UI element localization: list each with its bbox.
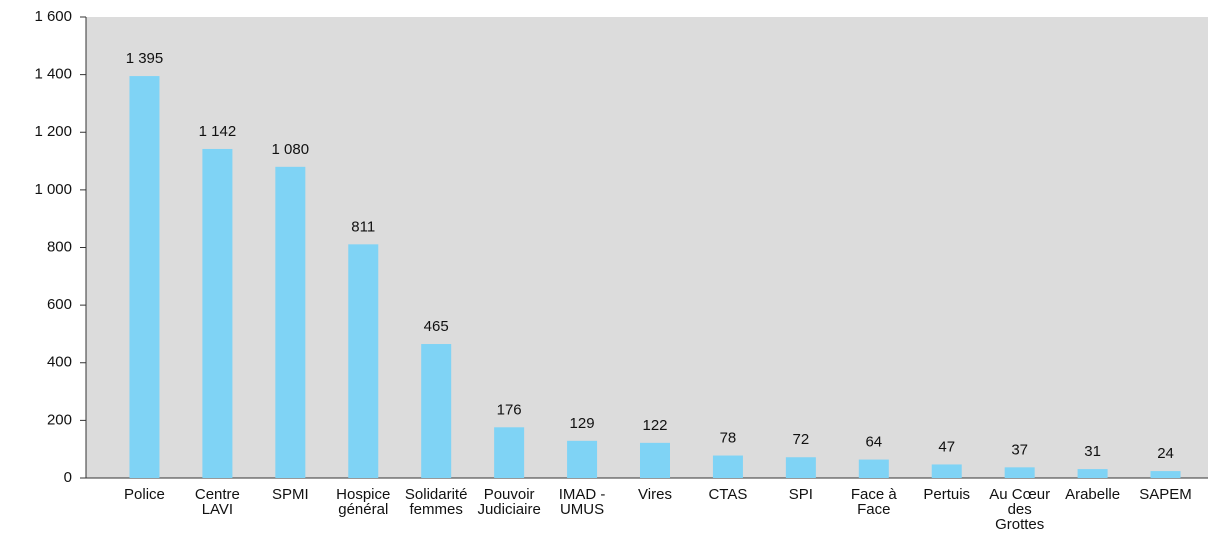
x-tick-label: SPI [788, 486, 813, 503]
y-tick-label: 800 [47, 238, 72, 255]
x-tick-label: IMAD - UMUS [558, 486, 606, 518]
bar [712, 455, 743, 478]
data-label: 64 [865, 434, 882, 451]
bar [858, 459, 889, 478]
y-tick-label: 1 400 [34, 66, 72, 83]
bar [275, 166, 306, 478]
y-tick-label: 600 [47, 296, 72, 313]
bar [931, 464, 962, 478]
bar [202, 148, 233, 478]
bar [785, 457, 816, 478]
data-label: 47 [938, 438, 955, 455]
bar [348, 244, 379, 478]
x-tick-label: CTAS [708, 486, 748, 503]
data-label: 1 395 [126, 50, 164, 67]
bar [1004, 467, 1035, 478]
data-label: 31 [1084, 443, 1101, 460]
data-label: 78 [720, 429, 737, 446]
x-tick-label: Hospice général [336, 486, 391, 518]
y-tick-label: 0 [64, 469, 72, 486]
data-label: 37 [1011, 441, 1028, 458]
x-tick-label: Face à Face [850, 486, 897, 518]
data-label: 811 [351, 218, 375, 235]
data-label: 24 [1157, 445, 1174, 462]
bar [129, 76, 160, 479]
data-label: 122 [642, 417, 667, 434]
x-tick-label: Vires [638, 486, 672, 503]
data-label: 72 [793, 431, 810, 448]
data-label: 465 [424, 318, 449, 335]
bar [1077, 469, 1108, 478]
y-tick-label: 1 200 [34, 123, 72, 140]
data-label: 1 080 [272, 141, 310, 158]
y-tick-label: 1 600 [34, 8, 72, 25]
bar [421, 344, 452, 478]
x-tick-label: Au Cœur des Grottes [989, 486, 1051, 533]
bar [1150, 471, 1181, 478]
data-label: 1 142 [199, 123, 237, 140]
x-tick-label: SAPEM [1139, 486, 1192, 503]
bar [640, 442, 670, 478]
data-label: 176 [497, 401, 522, 418]
x-tick-label: Pouvoir Judiciaire [477, 486, 541, 518]
y-tick-label: 200 [47, 411, 72, 428]
x-tick-label: SPMI [271, 486, 309, 503]
data-label: 129 [570, 415, 595, 432]
x-tick-label: Arabelle [1065, 486, 1121, 503]
plot-background [86, 17, 1208, 478]
x-tick-label: Pertuis [923, 486, 971, 503]
x-tick-label: Police [124, 486, 165, 503]
y-tick-label: 400 [47, 354, 72, 371]
x-tick-label: Solidarité femmes [404, 486, 468, 518]
x-tick-label: Centre LAVI [194, 486, 240, 518]
bar [567, 440, 598, 478]
y-tick-label: 1 000 [34, 181, 72, 198]
bar [494, 427, 525, 478]
